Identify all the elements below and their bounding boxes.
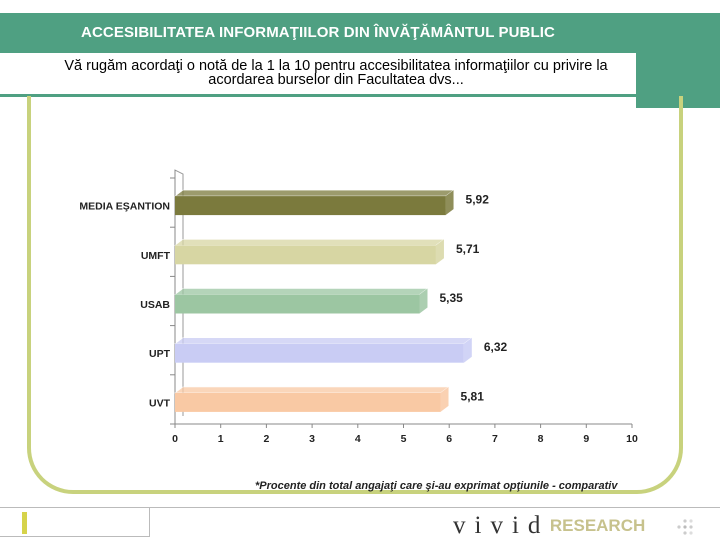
x-tick-label: 4 — [355, 433, 361, 445]
footer-accent-bar — [22, 512, 27, 534]
x-tick-label: 9 — [583, 433, 589, 445]
data-label: 5,35 — [439, 291, 463, 305]
x-tick-label: 8 — [538, 433, 544, 445]
category-label: UPT — [149, 348, 171, 360]
bar — [175, 392, 441, 412]
bar-chart: 0 1 2 3 4 5 6 7 8 9 10 MEDIA EŞANTION 5,92 UMFT 5,71 US… — [79, 169, 638, 445]
footer-box — [0, 507, 150, 537]
bar — [175, 196, 446, 216]
header-inner: ACCESIBILITATEA INFORMAŢIILOR DIN ÎNVĂŢĂ… — [0, 13, 636, 108]
x-tick-label: 5 — [401, 433, 407, 445]
data-label: 5,92 — [466, 193, 490, 207]
bar-top — [174, 288, 429, 295]
brand-suffix: RESEARCH — [549, 516, 646, 535]
data-label: 5,71 — [456, 242, 480, 256]
data-label: 5,81 — [461, 389, 485, 403]
x-tick-label: 6 — [446, 433, 452, 445]
page-subtitle: Vă rugăm acordaţi o notă de la 1 la 10 p… — [0, 58, 672, 88]
bar-side — [463, 337, 472, 363]
category-label: USAB — [140, 299, 170, 311]
bar — [175, 294, 420, 314]
footnote: *Procente din total angajaţi care şi-au … — [255, 480, 618, 492]
bar-top — [174, 337, 473, 345]
subtitle-underline — [0, 94, 636, 97]
title-bar — [0, 13, 636, 53]
brand-name: vivid — [453, 512, 550, 539]
brand-logo: vivid RESEARCH — [453, 512, 646, 539]
bar-top — [174, 386, 450, 394]
subtitle-line-1: Vă rugăm acordaţi o notă de la 1 la 10 p… — [64, 58, 608, 74]
bar — [175, 343, 464, 363]
bar-side — [419, 288, 428, 314]
header-band: ACCESIBILITATEA INFORMAŢIILOR DIN ÎNVĂŢĂ… — [0, 13, 720, 108]
x-tick-label: 2 — [263, 433, 269, 445]
category-label: UVT — [149, 397, 171, 409]
page-title: ACCESIBILITATEA INFORMAŢIILOR DIN ÎNVĂŢĂ… — [81, 24, 555, 41]
data-label: 6,32 — [484, 340, 508, 354]
category-label: UMFT — [141, 250, 171, 262]
x-tick-label: 7 — [492, 433, 498, 445]
x-tick-label: 1 — [218, 433, 224, 445]
subtitle-line-2: acordarea burselor din Facultatea dvs... — [208, 72, 464, 88]
x-tick-label: 3 — [309, 433, 315, 445]
bar-side — [445, 190, 454, 216]
bar-side — [440, 386, 449, 412]
bar-top — [174, 239, 445, 246]
category-label: MEDIA EŞANTION — [79, 201, 170, 213]
brand-dots-icon — [677, 519, 693, 535]
x-tick-label: 10 — [626, 433, 638, 445]
footer-divider — [0, 507, 720, 508]
x-tick-label: 0 — [172, 433, 178, 445]
bar-side — [435, 239, 444, 265]
bar — [175, 245, 436, 265]
bar-top — [174, 189, 455, 197]
chart-frame — [27, 96, 683, 494]
